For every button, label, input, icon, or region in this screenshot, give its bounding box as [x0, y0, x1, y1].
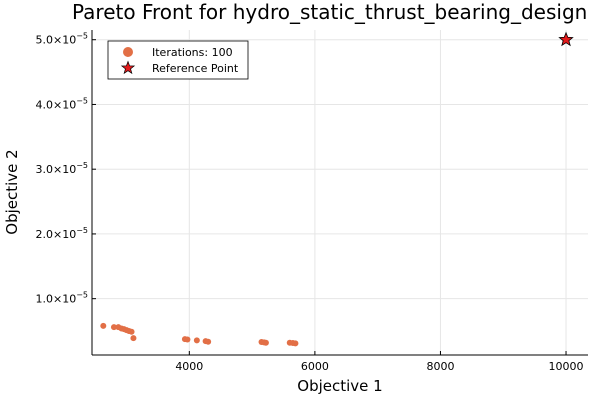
legend-marker-reference — [120, 60, 136, 75]
legend-marker-iterations — [123, 47, 133, 57]
y-axis-title: Objective 2 — [3, 149, 21, 234]
data-points — [100, 31, 574, 347]
x-tick-label: 6000 — [301, 360, 329, 373]
x-tick-label: 10000 — [549, 360, 584, 373]
x-tick-labels: 4000 6000 8000 10000 — [175, 351, 584, 373]
y-tick-label: 1.0×10−5 — [35, 291, 88, 306]
pareto-point — [130, 335, 137, 342]
legend: Iterations: 100 Reference Point — [107, 40, 249, 80]
chart-title: Pareto Front for hydro_static_thrust_bea… — [72, 0, 587, 24]
x-tick-label: 8000 — [426, 360, 454, 373]
y-tick-label: 5.0×10−5 — [35, 32, 88, 47]
pareto-point — [100, 322, 107, 329]
legend-label-iterations: Iterations: 100 — [152, 46, 233, 59]
pareto-point — [205, 338, 212, 345]
x-axis-title: Objective 1 — [297, 377, 382, 395]
y-tick-label: 4.0×10−5 — [35, 96, 88, 111]
pareto-point — [262, 339, 269, 346]
y-tick-label: 3.0×10−5 — [35, 161, 88, 176]
pareto-point — [110, 324, 117, 331]
reference-point-marker — [558, 31, 574, 47]
axes — [91, 30, 588, 356]
x-tick-label: 4000 — [175, 360, 203, 373]
pareto-point — [292, 340, 299, 347]
pareto-point — [193, 337, 200, 344]
pareto-point — [128, 328, 135, 335]
pareto-point — [184, 336, 191, 343]
grid — [92, 30, 588, 355]
y-tick-labels: 1.0×10−5 2.0×10−5 3.0×10−5 4.0×10−5 5.0×10−5 — [35, 32, 96, 306]
y-tick-label: 2.0×10−5 — [35, 226, 88, 241]
legend-label-reference: Reference Point — [152, 62, 239, 75]
